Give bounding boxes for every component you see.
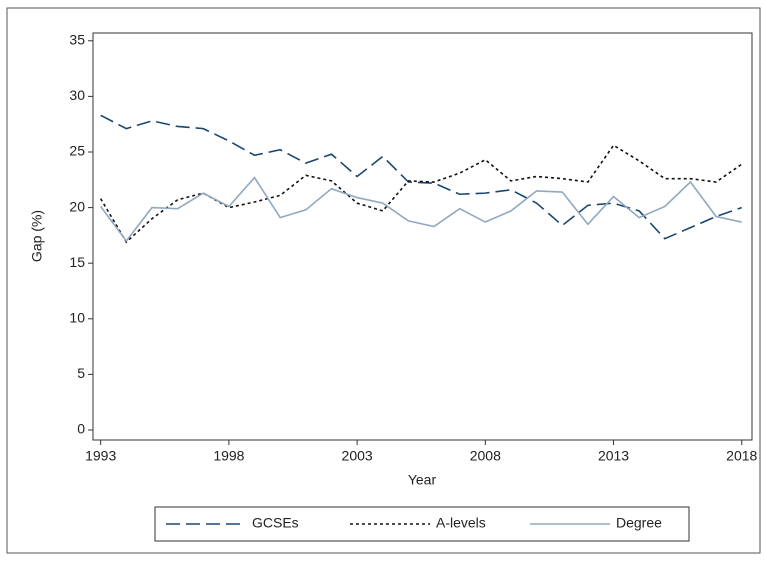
x-tick-label: 1993: [85, 448, 116, 464]
legend-label: Degree: [616, 515, 662, 531]
x-tick-label: 2003: [342, 448, 373, 464]
legend-label: GCSEs: [252, 515, 299, 531]
y-tick-label: 20: [69, 198, 85, 214]
x-tick-label: 2018: [726, 448, 757, 464]
series-line: [100, 114, 743, 240]
series-line: [100, 176, 742, 243]
plot-frame: [92, 32, 753, 441]
y-axis-label: Gap (%): [29, 210, 45, 262]
legend-box: [154, 506, 690, 542]
legend-label: A-levels: [436, 515, 486, 531]
y-tick-label: 15: [69, 254, 85, 270]
x-tick-label: 2013: [598, 448, 629, 464]
y-tick-label: 35: [69, 31, 85, 47]
x-tick-label: 1998: [213, 448, 244, 464]
y-tick-label: 10: [69, 309, 85, 325]
y-tick-label: 5: [77, 365, 85, 381]
outer-frame: [6, 7, 761, 554]
y-tick-label: 25: [69, 143, 85, 159]
x-tick-label: 2008: [470, 448, 501, 464]
y-tick-label: 0: [77, 421, 85, 437]
series-line: [100, 144, 743, 244]
x-axis-label: Year: [408, 472, 437, 488]
y-tick-label: 30: [69, 87, 85, 103]
